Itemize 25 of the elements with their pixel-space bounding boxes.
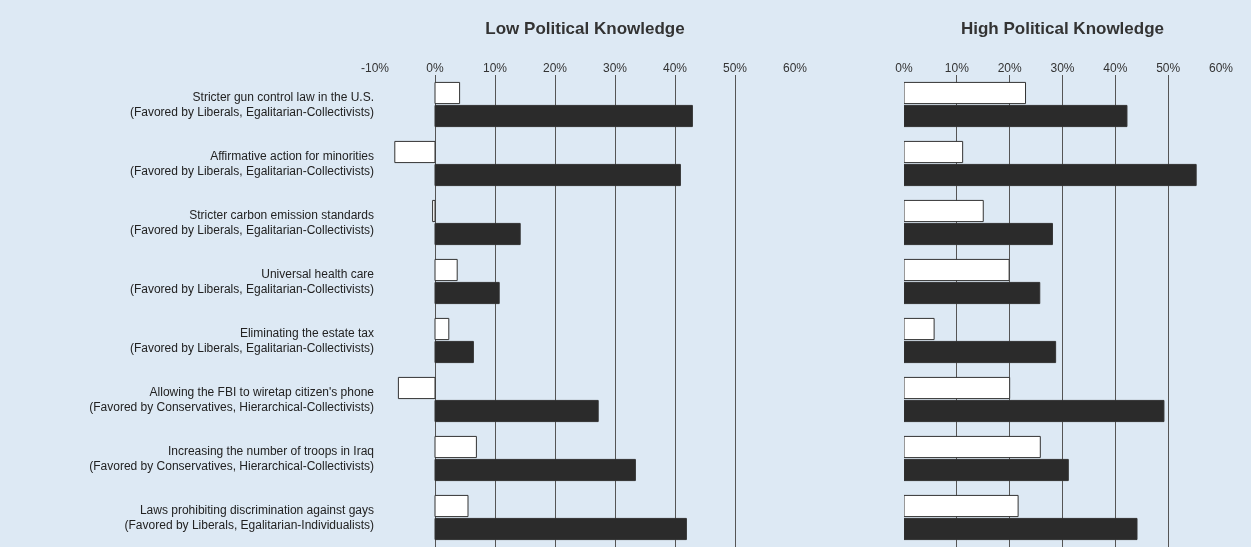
x-tick-label: 60% <box>782 60 808 75</box>
y-tick-label: Affirmative action for minorities (Favored by Liberals, Egalitarian-Collectivists) <box>129 148 374 179</box>
x-tick-label: 10% <box>482 60 508 75</box>
y-tick-label: Eliminating the estate tax (Favored by Liberals, Egalitarian-Collectivists) <box>129 325 374 356</box>
x-tick-label: 40% <box>662 60 688 75</box>
y-tick-label: Stricter gun control law in the U.S. (Favored by Liberals, Egalitarian-Collectivists) <box>129 89 374 120</box>
x-tick-label: -10% <box>360 60 390 75</box>
x-tick-label: 20% <box>997 60 1022 75</box>
x-tick-label: 20% <box>542 60 568 75</box>
y-tick-label: Universal health care (Favored by Liberals, Egalitarian-Collectivists) <box>129 266 375 297</box>
x-tick-label: 60% <box>1208 60 1234 75</box>
chart-title: High Political Knowledge <box>960 18 1165 38</box>
x-tick-label: 40% <box>1103 60 1128 75</box>
y-tick-label: Increasing the number of troops in Iraq (Favored by Conservatives, Hierarchical-Collectivists) <box>89 443 374 474</box>
x-tick-label: 10% <box>944 60 970 75</box>
y-tick-label: Allowing the FBI to wiretap citizen's phone (Favored by Conservatives, Hierarchical-Collectivists) <box>89 384 375 415</box>
x-tick-label: 30% <box>602 60 628 75</box>
x-tick-label: 0% <box>426 60 444 75</box>
x-tick-label: 50% <box>722 60 748 75</box>
x-tick-label: 30% <box>1050 60 1075 75</box>
x-tick-label: 50% <box>1156 60 1181 75</box>
y-tick-label: Laws prohibiting discrimination against gays (Favored by Liberals, Egalitarian-Individualists) <box>124 502 374 533</box>
chart-title: Low Political Knowledge <box>485 18 685 38</box>
x-tick-label: 0% <box>895 60 913 75</box>
y-tick-label: Stricter carbon emission standards (Favored by Liberals, Egalitarian-Collectivists) <box>129 207 374 238</box>
